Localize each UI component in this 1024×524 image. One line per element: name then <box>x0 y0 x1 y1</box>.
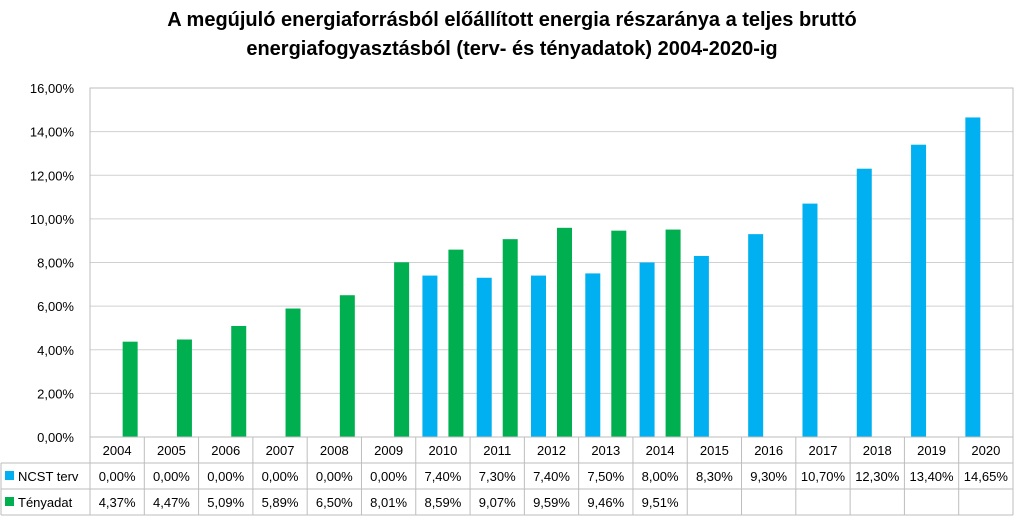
y-tick-label: 6,00% <box>37 299 74 314</box>
x-tick-label: 2014 <box>646 443 675 458</box>
chart-title-line-1: A megújuló energiaforrásból előállított … <box>167 9 857 31</box>
data-label: 8,01% <box>370 495 407 510</box>
data-label: 9,30% <box>750 469 787 484</box>
legend-swatch-tényadat <box>5 497 14 506</box>
data-label: 8,59% <box>424 495 461 510</box>
data-label: 8,00% <box>642 469 679 484</box>
data-label: 13,40% <box>910 469 955 484</box>
data-label: 9,07% <box>479 495 516 510</box>
x-tick-label: 2019 <box>917 443 946 458</box>
data-label: 6,50% <box>316 495 353 510</box>
data-label: 0,00% <box>262 469 299 484</box>
bar-tényadat <box>231 325 247 437</box>
y-tick-label: 2,00% <box>37 386 74 401</box>
data-label: 7,40% <box>533 469 570 484</box>
x-tick-label: 2004 <box>103 443 132 458</box>
x-tick-label: 2020 <box>971 443 1000 458</box>
data-label: 14,65% <box>964 469 1009 484</box>
y-tick-label: 0,00% <box>37 430 74 445</box>
x-tick-label: 2012 <box>537 443 566 458</box>
data-label: 7,40% <box>424 469 461 484</box>
data-label: 0,00% <box>99 469 136 484</box>
data-label: 0,00% <box>370 469 407 484</box>
bar-tényadat <box>448 249 464 437</box>
data-label: 9,59% <box>533 495 570 510</box>
x-tick-label: 2007 <box>266 443 295 458</box>
x-tick-label: 2016 <box>754 443 783 458</box>
y-tick-label: 10,00% <box>30 212 75 227</box>
y-tick-label: 12,00% <box>30 168 75 183</box>
data-label: 5,89% <box>262 495 299 510</box>
bar-tényadat <box>122 341 138 437</box>
y-tick-label: 8,00% <box>37 256 74 271</box>
y-tick-label: 16,00% <box>30 81 75 96</box>
x-tick-label: 2017 <box>809 443 838 458</box>
bar-ncst-terv <box>585 273 601 437</box>
data-label: 0,00% <box>207 469 244 484</box>
bar-ncst-terv <box>422 275 438 437</box>
bar-ncst-terv <box>856 168 872 438</box>
bar-ncst-terv <box>965 117 981 438</box>
data-label: 5,09% <box>207 495 244 510</box>
x-tick-label: 2018 <box>863 443 892 458</box>
bar-tényadat <box>339 295 355 437</box>
bar-tényadat <box>611 230 627 437</box>
legend-label: NCST terv <box>18 469 79 484</box>
data-label: 12,30% <box>855 469 900 484</box>
bar-ncst-terv <box>802 203 818 437</box>
x-tick-label: 2011 <box>483 443 511 458</box>
x-tick-label: 2005 <box>157 443 186 458</box>
bar-tényadat <box>285 308 301 437</box>
y-tick-label: 14,00% <box>30 125 75 140</box>
data-label: 0,00% <box>153 469 190 484</box>
bar-ncst-terv <box>531 275 546 437</box>
x-tick-label: 2015 <box>700 443 729 458</box>
bar-ncst-terv <box>476 277 492 437</box>
data-label: 0,00% <box>316 469 353 484</box>
bar-tényadat <box>394 262 410 437</box>
x-tick-label: 2008 <box>320 443 349 458</box>
data-label: 9,46% <box>587 495 624 510</box>
x-tick-label: 2010 <box>428 443 457 458</box>
data-label: 7,50% <box>587 469 624 484</box>
bar-ncst-terv <box>693 255 709 437</box>
x-tick-label: 2006 <box>211 443 240 458</box>
x-tick-label: 2009 <box>374 443 403 458</box>
data-label: 4,37% <box>99 495 136 510</box>
bar-tényadat <box>665 229 681 437</box>
chart-title: A megújuló energiaforrásból előállított … <box>0 6 1024 64</box>
data-label: 9,51% <box>642 495 679 510</box>
bar-tényadat <box>502 239 518 437</box>
bar-ncst-terv <box>639 262 655 437</box>
bar-tényadat <box>176 339 192 437</box>
data-label: 8,30% <box>696 469 733 484</box>
data-label: 4,47% <box>153 495 190 510</box>
legend-label: Tényadat <box>18 495 73 510</box>
plot-frame <box>89 87 1014 438</box>
legend-swatch-ncst-terv <box>5 471 14 480</box>
bar-ncst-terv <box>748 234 764 437</box>
y-tick-label: 4,00% <box>37 343 74 358</box>
data-label: 7,30% <box>479 469 516 484</box>
bar-ncst-terv <box>911 144 927 437</box>
chart-title-line-2: energiafogyasztásból (terv- és tényadato… <box>246 38 778 60</box>
data-label: 10,70% <box>801 469 846 484</box>
x-tick-label: 2013 <box>591 443 620 458</box>
bar-tényadat <box>557 227 572 437</box>
